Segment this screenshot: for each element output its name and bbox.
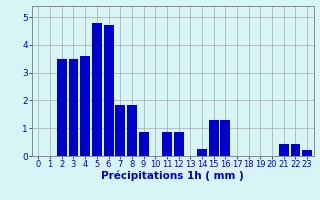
Bar xyxy=(104,25,114,156)
Bar xyxy=(92,23,102,156)
Bar xyxy=(291,144,300,156)
Bar xyxy=(68,59,78,156)
Bar xyxy=(209,120,219,156)
Bar xyxy=(139,132,148,156)
Bar xyxy=(197,149,207,156)
Bar xyxy=(220,120,230,156)
Bar xyxy=(174,132,184,156)
Bar xyxy=(162,132,172,156)
Bar xyxy=(279,144,289,156)
X-axis label: Précipitations 1h ( mm ): Précipitations 1h ( mm ) xyxy=(101,171,244,181)
Bar xyxy=(127,105,137,156)
Bar xyxy=(302,150,312,156)
Bar xyxy=(57,59,67,156)
Bar xyxy=(115,105,125,156)
Bar xyxy=(80,56,90,156)
